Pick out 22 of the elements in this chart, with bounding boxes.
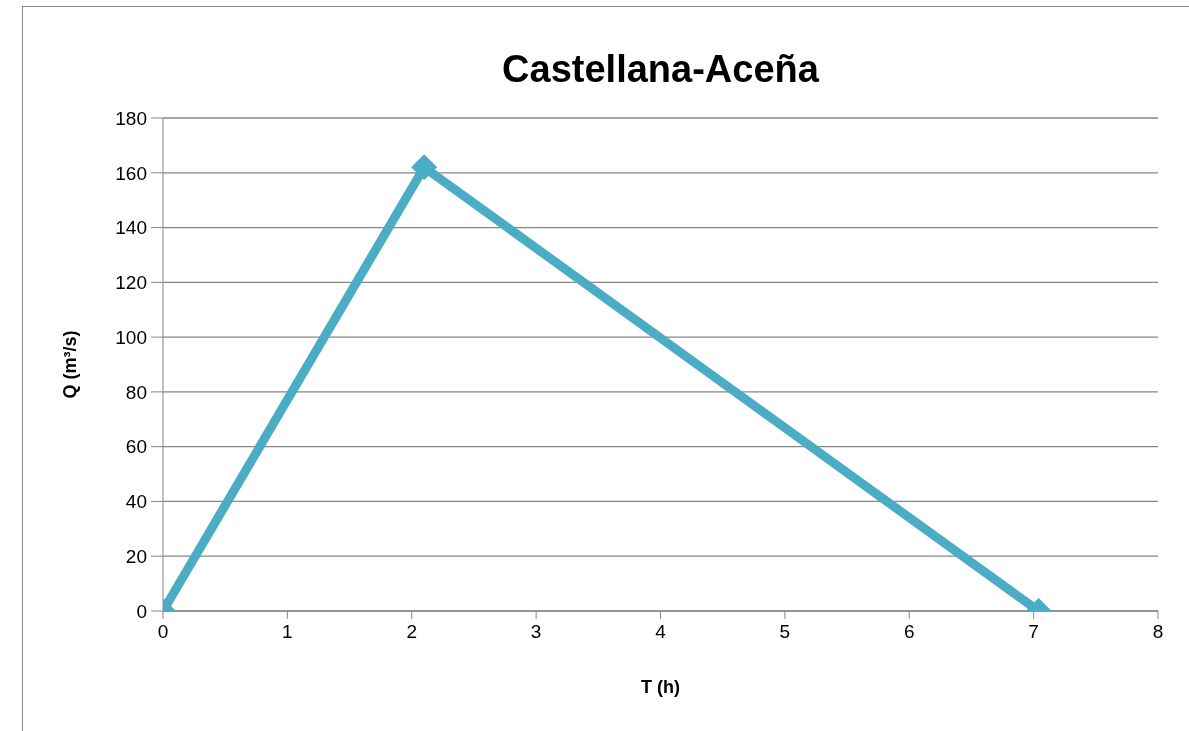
chart-title: Castellana-Aceña: [502, 48, 820, 90]
x-tick-label: 3: [530, 621, 542, 643]
y-axis-title: Q (m³/s): [60, 330, 80, 399]
y-tick-label: 20: [125, 545, 147, 567]
x-tick-label: 7: [1028, 621, 1039, 643]
x-tick-label: 4: [655, 621, 667, 643]
y-tick-label: 80: [125, 381, 147, 403]
y-tick-label: 160: [115, 162, 147, 184]
y-tick-label: 60: [125, 436, 147, 458]
x-tick-label: 2: [406, 621, 418, 643]
x-tick-label: 8: [1152, 621, 1164, 643]
x-tick-label: 6: [903, 621, 915, 643]
y-tick-label: 40: [125, 491, 147, 513]
y-tick-label: 120: [115, 272, 147, 294]
y-tick-label: 100: [115, 326, 147, 348]
y-tick-label: 140: [115, 217, 147, 239]
x-tick-label: 1: [282, 621, 293, 643]
y-tick-label: 180: [115, 107, 147, 129]
x-tick-label: 5: [779, 621, 791, 643]
x-tick-label: 0: [157, 621, 169, 643]
x-axis-title: T (h): [641, 677, 680, 697]
y-tick-label: 0: [136, 600, 147, 622]
